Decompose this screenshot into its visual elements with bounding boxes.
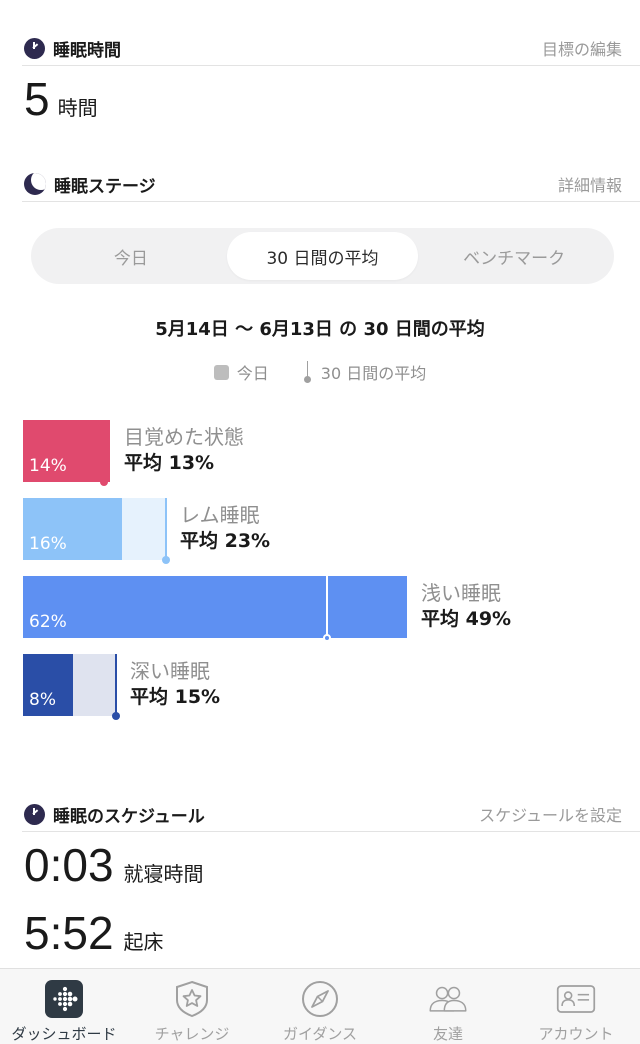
sleep-hours-number: 5 bbox=[24, 73, 50, 125]
dashboard-icon bbox=[44, 979, 84, 1018]
date-range-title: 5月14日 〜 6月13日 の 30 日間の平均 bbox=[155, 319, 485, 340]
stage-awake-average-dot bbox=[100, 478, 108, 486]
stage-light-today-value: 62% bbox=[29, 612, 67, 632]
stage-light-text: 浅い睡眠平均 49% bbox=[421, 580, 511, 632]
sleep-duration-header: 睡眠時間 目標の編集 bbox=[24, 34, 622, 62]
tab-dashboard[interactable]: ダッシュボード bbox=[0, 969, 128, 1044]
stage-deep-average-dot bbox=[112, 712, 120, 720]
stage-awake-today-bar: 14% bbox=[23, 420, 110, 482]
schedule-header: 睡眠のスケジュール スケジュールを設定 bbox=[24, 800, 622, 828]
wake-label: 起床 bbox=[123, 930, 164, 954]
stage-light-today-bar: 62% bbox=[23, 576, 407, 638]
edit-goal-link[interactable]: 目標の編集 bbox=[541, 40, 622, 59]
stage-light-average-marker bbox=[326, 576, 328, 638]
square-icon bbox=[213, 364, 229, 380]
schedule-title: 睡眠のスケジュール bbox=[53, 806, 205, 827]
legend-today: 今日 bbox=[213, 360, 269, 384]
sleep-duration-value: 5 時間 bbox=[24, 72, 98, 126]
wake-time: 5:52 bbox=[24, 907, 114, 959]
pin-marker-icon bbox=[303, 361, 313, 383]
tab-friends-label: 友達 bbox=[432, 1025, 463, 1043]
stage-awake-today-value: 14% bbox=[29, 456, 67, 476]
stage-light-name: 浅い睡眠 bbox=[421, 581, 501, 605]
stage-rem-name: レム睡眠 bbox=[180, 503, 260, 527]
tab-guidance-label: ガイダンス bbox=[282, 1025, 358, 1043]
details-link[interactable]: 詳細情報 bbox=[557, 176, 622, 195]
sleep-duration-title: 睡眠時間 bbox=[53, 40, 121, 61]
bedtime-time: 0:03 bbox=[24, 839, 114, 891]
divider bbox=[22, 201, 640, 202]
sleep-stages-title: 睡眠ステージ bbox=[54, 176, 156, 197]
tab-today[interactable]: 今日 bbox=[113, 248, 148, 269]
stage-deep-average-marker bbox=[115, 654, 117, 716]
stage-view-segmented-control: 今日 30 日間の平均 ベンチマーク bbox=[31, 228, 614, 284]
tab-account-label: アカウント bbox=[538, 1025, 614, 1043]
set-schedule-link[interactable]: スケジュールを設定 bbox=[479, 806, 622, 825]
tab-dashboard-label: ダッシュボード bbox=[11, 1025, 117, 1043]
stage-light-average-value: 平均 49% bbox=[421, 608, 512, 630]
bedtime-label: 就寝時間 bbox=[123, 862, 204, 886]
stage-rem-average-dot bbox=[162, 556, 170, 564]
stage-rem-average-marker bbox=[165, 498, 167, 560]
stage-deep-text: 深い睡眠平均 15% bbox=[130, 658, 220, 710]
divider bbox=[22, 65, 640, 66]
tab-friends[interactable]: 友達 bbox=[384, 969, 512, 1044]
stage-rem-text: レム睡眠平均 23% bbox=[180, 502, 270, 554]
tab-guidance[interactable]: ガイダンス bbox=[256, 969, 384, 1044]
stage-rem-average-value: 平均 23% bbox=[180, 530, 271, 552]
legend-today-label: 今日 bbox=[236, 364, 269, 383]
tab-30-day-average[interactable]: 30 日間の平均 bbox=[226, 232, 419, 280]
stage-awake-average-value: 平均 13% bbox=[124, 452, 215, 474]
clock-icon bbox=[24, 37, 45, 59]
compass-icon bbox=[300, 979, 340, 1018]
stage-deep-name: 深い睡眠 bbox=[130, 659, 210, 683]
clock-icon bbox=[24, 803, 45, 825]
wake-row: 5:52 起床 bbox=[24, 906, 164, 960]
stage-rem-today-bar: 16% bbox=[23, 498, 122, 560]
stage-awake-text: 目覚めた状態 平均 13% bbox=[124, 424, 244, 476]
stage-awake-average-marker bbox=[103, 420, 105, 482]
stage-light-average-dot bbox=[323, 634, 331, 642]
tab-benchmark[interactable]: ベンチマーク bbox=[463, 248, 566, 269]
divider bbox=[22, 831, 640, 832]
sleep-hours-unit: 時間 bbox=[57, 96, 98, 120]
challenge-star-icon bbox=[172, 979, 212, 1018]
legend-average-label: 30 日間の平均 bbox=[320, 364, 427, 383]
sleep-stages-header: 睡眠ステージ 詳細情報 bbox=[24, 170, 622, 198]
tab-challenges[interactable]: チャレンジ bbox=[128, 969, 256, 1044]
friends-icon bbox=[428, 979, 468, 1018]
chart-legend: 今日 30 日間の平均 bbox=[0, 360, 640, 384]
tab-challenges-label: チャレンジ bbox=[154, 1025, 230, 1043]
stage-awake-name: 目覚めた状態 bbox=[124, 425, 244, 449]
legend-average: 30 日間の平均 bbox=[303, 360, 426, 384]
stage-rem-today-value: 16% bbox=[29, 534, 67, 554]
tab-account[interactable]: アカウント bbox=[512, 969, 640, 1044]
stage-deep-average-value: 平均 15% bbox=[130, 686, 221, 708]
moon-icon bbox=[24, 173, 46, 195]
bottom-tab-bar: ダッシュボード チャレンジ ガイダンス bbox=[0, 968, 640, 1044]
account-card-icon bbox=[556, 979, 596, 1018]
bedtime-row: 0:03 就寝時間 bbox=[24, 838, 204, 892]
stage-deep-today-value: 8% bbox=[29, 690, 56, 710]
stage-deep-today-bar: 8% bbox=[23, 654, 73, 716]
